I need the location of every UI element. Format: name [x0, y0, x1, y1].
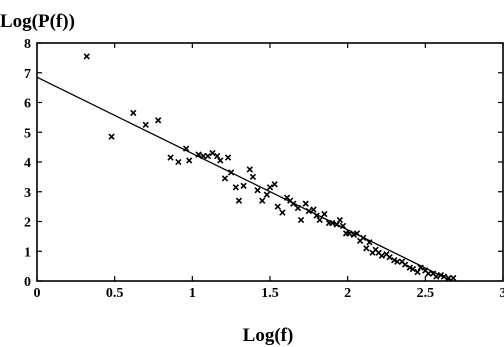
data-point: [175, 158, 182, 166]
data-point: [108, 133, 115, 140]
data-point: [221, 175, 229, 182]
x-tick-label: 0.5: [106, 286, 124, 301]
data-point: [378, 252, 386, 259]
data-point: [339, 222, 347, 230]
data-point: [336, 216, 344, 224]
data-point: [214, 152, 221, 160]
x-tick-label: 1.5: [261, 286, 279, 301]
data-point: [271, 181, 278, 188]
data-point: [200, 152, 207, 160]
data-point: [321, 210, 328, 218]
data-point: [417, 264, 424, 271]
data-point: [310, 206, 317, 213]
data-point: [235, 197, 243, 204]
data-point: [450, 274, 457, 282]
y-tick-label: 2: [24, 216, 31, 231]
data-point: [209, 149, 216, 157]
data-point: [167, 154, 174, 161]
data-point: [246, 166, 253, 173]
data-point: [386, 254, 393, 261]
data-point: [328, 219, 336, 227]
y-tick-label: 0: [24, 275, 31, 290]
data-point: [366, 239, 373, 246]
data-point: [266, 184, 274, 191]
data-point: [232, 184, 239, 191]
data-point: [414, 268, 421, 276]
data-point: [259, 197, 266, 204]
data-point: [353, 230, 361, 237]
y-tick-label: 4: [24, 156, 31, 171]
data-point: [195, 151, 202, 158]
data-point: [305, 207, 312, 215]
y-axis-label: Log(P(f)): [0, 11, 75, 32]
data-point: [249, 173, 257, 181]
y-tick-label: 3: [24, 186, 31, 201]
data-point: [394, 258, 401, 265]
data-point: [401, 261, 409, 268]
data-point: [360, 234, 367, 242]
data-point: [217, 157, 224, 164]
data-point: [240, 182, 247, 189]
y-tick-label: 7: [24, 67, 31, 82]
data-point: [409, 265, 417, 273]
x-tick-label: 2.5: [417, 286, 435, 301]
data-point: [224, 154, 232, 161]
data-point: [445, 274, 452, 282]
data-point: [130, 109, 137, 117]
data-point: [313, 212, 320, 219]
x-tick-label: 2: [344, 286, 351, 301]
data-point: [433, 273, 440, 280]
data-point: [316, 216, 323, 224]
y-tick-label: 6: [24, 97, 31, 112]
plot-frame: [36, 42, 504, 282]
data-point: [154, 117, 162, 124]
data-point: [290, 200, 297, 207]
data-point: [294, 204, 302, 212]
data-points: [83, 53, 457, 282]
ticks: 0 0.5 1 1.5 2 2.5 3 0 1 2 3 4 5 6 7 8: [24, 37, 504, 301]
y-tick-label: 8: [24, 37, 31, 52]
x-tick-label: 0: [34, 286, 41, 301]
regression-line: [36, 76, 453, 282]
data-point: [302, 200, 309, 207]
data-point: [346, 230, 353, 237]
y-tick-label: 1: [24, 245, 31, 260]
data-point: [142, 121, 149, 128]
data-point: [279, 209, 286, 216]
data-point: [182, 145, 190, 152]
data-point: [228, 169, 235, 176]
data-point: [425, 270, 432, 277]
x-tick-label: 3: [500, 286, 504, 301]
data-point: [254, 187, 261, 194]
data-point: [263, 191, 271, 198]
data-point: [363, 245, 370, 252]
data-point: [186, 157, 193, 164]
data-point: [83, 53, 90, 60]
data-point: [274, 203, 281, 210]
data-point: [204, 152, 212, 160]
x-tick-label: 1: [189, 286, 196, 301]
data-point: [297, 216, 305, 224]
data-point: [333, 221, 340, 228]
y-tick-label: 5: [24, 126, 31, 141]
x-axis-label: Log(f): [243, 325, 294, 346]
data-point: [440, 273, 448, 280]
